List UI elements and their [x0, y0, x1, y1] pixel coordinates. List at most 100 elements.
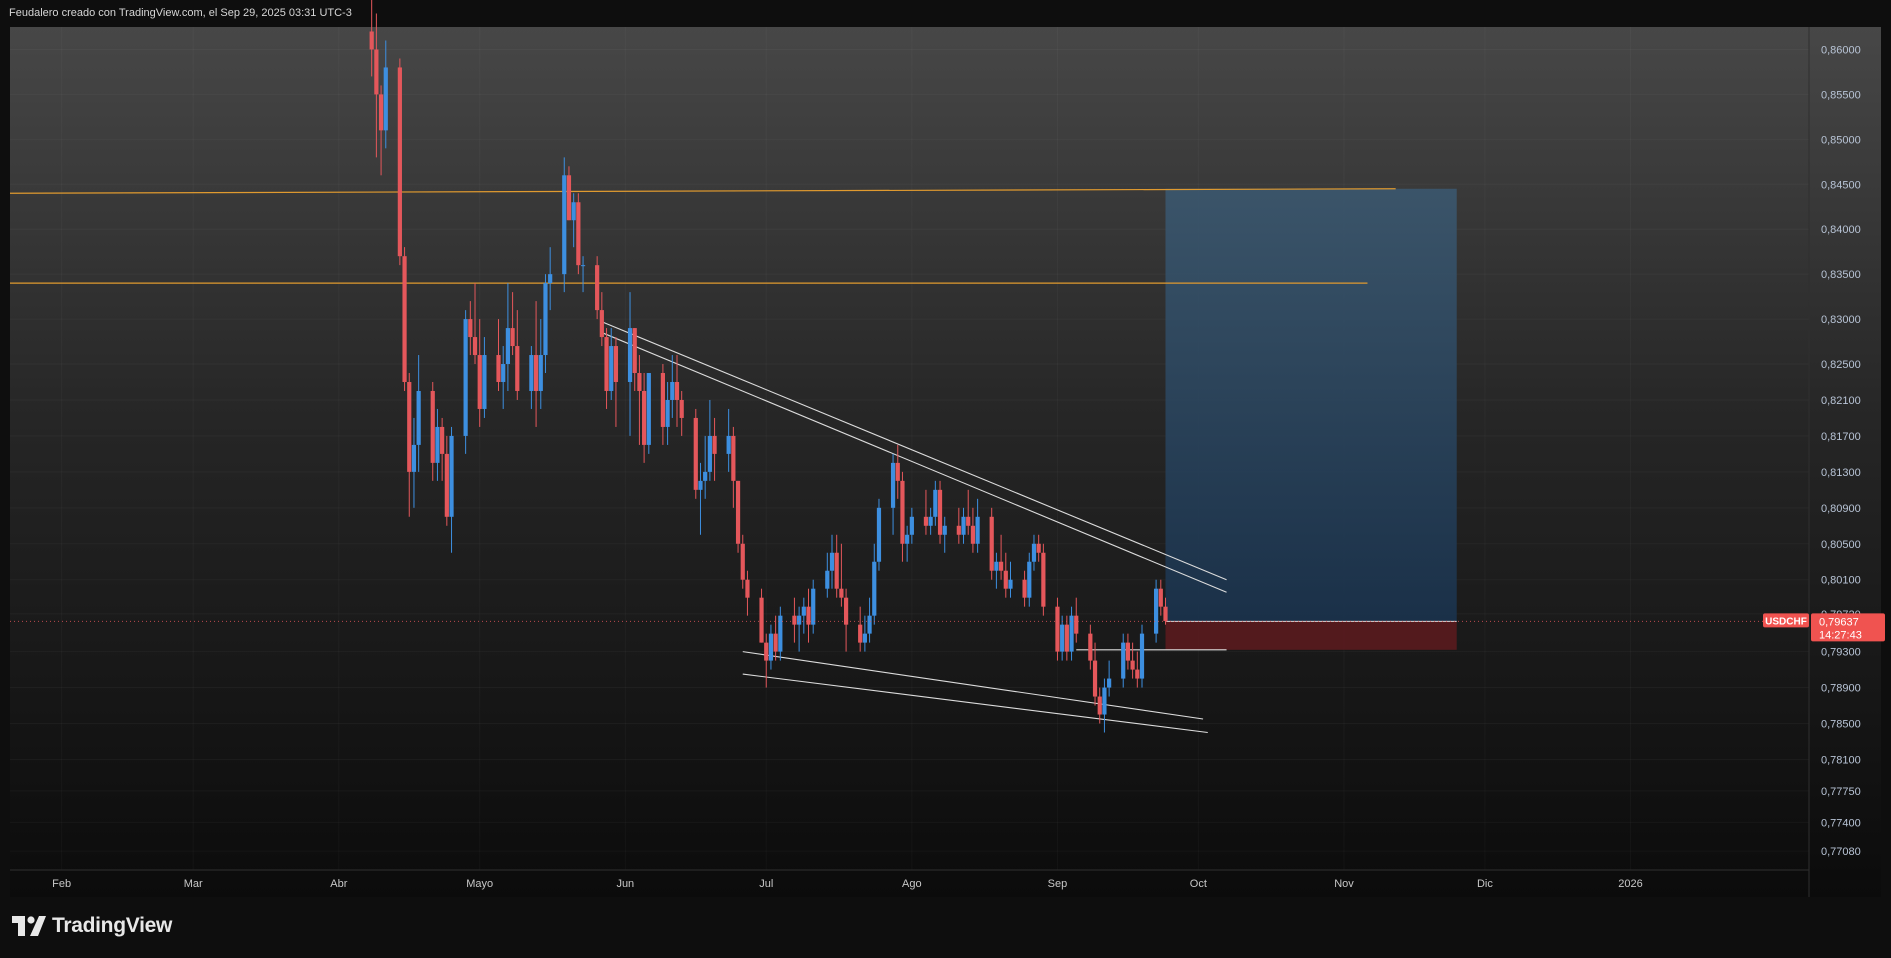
candle-body — [693, 417, 698, 490]
candle — [1027, 552, 1032, 607]
candle — [1102, 678, 1107, 733]
candle — [858, 606, 863, 652]
candle-body — [890, 462, 896, 508]
tradingview-logo[interactable]: TradingView — [12, 914, 172, 938]
candle-body — [529, 355, 534, 391]
candle-body — [858, 624, 863, 643]
candle — [1125, 633, 1131, 670]
candle-body — [576, 202, 581, 266]
candle-body — [595, 265, 600, 311]
candle-body — [642, 390, 647, 445]
candle — [1163, 597, 1168, 625]
candle — [369, 0, 374, 77]
candle-body — [1069, 615, 1074, 652]
candle — [773, 615, 778, 661]
candle — [768, 624, 774, 670]
candle-body — [1107, 678, 1112, 688]
candle-body — [566, 175, 572, 221]
candle-body — [440, 426, 445, 454]
candle-body — [942, 525, 947, 535]
symbol-label-box — [1763, 613, 1809, 628]
time-axis[interactable]: Feb Mar Abr Mayo Jun Jul Ago Sep Oct Nov Dic 2026 — [52, 878, 1643, 890]
price-label-box — [1811, 613, 1885, 642]
candle-body — [1031, 543, 1037, 562]
candle-body — [510, 328, 515, 347]
candle-body — [646, 373, 651, 445]
candle — [998, 534, 1004, 580]
candle — [778, 606, 783, 661]
candle — [543, 274, 548, 374]
candle — [707, 399, 712, 481]
candle-body — [477, 355, 482, 409]
candle-body — [909, 516, 914, 535]
candle — [1130, 642, 1135, 679]
candle — [923, 489, 929, 535]
candle-body — [876, 507, 882, 562]
candle — [735, 480, 741, 553]
candle — [595, 256, 600, 320]
candle-body — [923, 516, 929, 526]
candle-body — [1125, 642, 1131, 661]
candle-body — [1088, 633, 1093, 661]
candle-body — [538, 355, 543, 391]
time-tick-label: Jun — [616, 878, 634, 890]
candle — [731, 426, 736, 508]
candle — [374, 13, 379, 158]
candle-body — [637, 373, 642, 391]
candle — [745, 570, 750, 616]
candle-body — [609, 346, 614, 391]
price-tick-label: 0,85500 — [1821, 89, 1861, 101]
candle — [1139, 624, 1145, 688]
symbol-label-text: USDCHF — [1765, 616, 1807, 627]
candle-body — [839, 588, 844, 598]
chart-header-title: Feudalero creado con TradingView.com, el… — [9, 7, 352, 19]
candle-body — [928, 516, 933, 526]
candle-body — [599, 310, 604, 338]
candle-body — [867, 615, 872, 634]
candle — [1074, 597, 1079, 643]
stop-zone — [1165, 621, 1457, 650]
candle-body — [937, 489, 943, 535]
candle — [1031, 534, 1037, 571]
candle — [1055, 597, 1060, 661]
candle-body — [768, 633, 774, 661]
candle-body — [407, 381, 412, 472]
candle-body — [1158, 588, 1163, 607]
candle-body — [1139, 633, 1145, 679]
candle — [449, 426, 454, 553]
candle — [496, 319, 501, 391]
candle — [609, 328, 614, 400]
candle — [726, 408, 731, 472]
candle-body — [735, 480, 741, 544]
candle-body — [397, 67, 402, 257]
horizontal-level-line — [9, 188, 1396, 194]
candle — [463, 310, 468, 454]
candle — [1107, 660, 1112, 697]
candle-body — [416, 390, 421, 445]
candle-body — [905, 534, 910, 544]
candle-body — [604, 337, 609, 391]
candle — [961, 507, 966, 544]
price-tick-label: 0,77400 — [1821, 817, 1861, 829]
candle — [627, 292, 633, 436]
candle — [482, 337, 487, 418]
price-tick-label: 0,83500 — [1821, 269, 1861, 281]
candle-body — [740, 543, 745, 580]
candle — [900, 471, 905, 562]
candle — [665, 381, 670, 445]
candle — [905, 525, 910, 562]
candle — [909, 507, 914, 544]
candle-body — [571, 202, 576, 221]
price-tick-label: 0,84500 — [1821, 179, 1861, 191]
candle-body — [543, 283, 548, 356]
candle — [599, 292, 604, 347]
candle — [1088, 624, 1093, 670]
candle — [825, 552, 830, 598]
candle-body — [1036, 543, 1041, 553]
price-axis[interactable]: 0,86000 0,85500 0,85000 0,84500 0,84000 0,835… — [1821, 44, 1861, 858]
candle-body — [961, 516, 966, 535]
candle-body — [435, 426, 440, 463]
time-tick-label: Nov — [1334, 878, 1354, 890]
candle-body — [994, 561, 999, 571]
